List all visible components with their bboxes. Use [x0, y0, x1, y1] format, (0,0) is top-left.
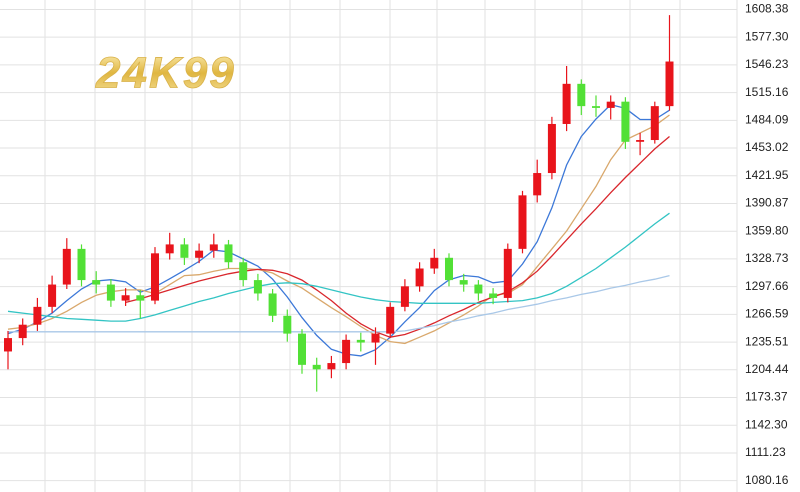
y-tick-label: 1266.59 [745, 307, 789, 321]
candle-body [386, 306, 395, 334]
candle-body [195, 250, 204, 258]
candle-body [606, 101, 615, 108]
candle-body [430, 257, 439, 269]
candle-body [151, 253, 159, 301]
y-tick-label: 1453.02 [745, 140, 789, 154]
candle-body [165, 244, 174, 254]
candle-body [298, 333, 306, 365]
candle-body [33, 306, 42, 325]
candle-body [356, 339, 365, 343]
y-tick-label: 1204.44 [745, 362, 789, 376]
moving-average-line [7, 212, 670, 322]
candle-body [400, 286, 409, 307]
candle-body [224, 244, 233, 263]
plot [4, 15, 674, 392]
candle-body [562, 83, 571, 124]
candle-body [77, 248, 86, 281]
candle-body [283, 315, 292, 334]
candle-body [489, 293, 498, 298]
candle-body [533, 173, 542, 196]
candle-body [592, 106, 600, 108]
candle-body [121, 295, 130, 301]
candle-body [503, 248, 512, 298]
y-tick-label: 1235.51 [745, 334, 789, 348]
y-tick-label: 1421.95 [745, 168, 789, 182]
y-tick-label: 1359.80 [745, 223, 789, 237]
y-tick-label: 1080.16 [745, 473, 789, 487]
candle-body [415, 268, 424, 287]
moving-average-line [7, 103, 670, 357]
y-tick-label: 1515.16 [745, 85, 789, 99]
candle-body [106, 284, 115, 301]
candle-body [327, 363, 336, 370]
candle-body [18, 324, 27, 339]
y-tick-label: 1608.38 [745, 2, 789, 16]
y-tick-label: 1390.87 [745, 196, 789, 210]
candle-body [518, 195, 527, 249]
candle-body [180, 244, 189, 258]
candle-body [48, 284, 57, 307]
candle-body [547, 123, 556, 174]
moving-average-line [125, 136, 670, 338]
watermark: 24K99 [95, 49, 236, 98]
y-tick-label: 1142.30 [745, 417, 788, 431]
candle-body [577, 83, 586, 107]
y-tick-label: 1577.30 [745, 29, 789, 43]
candle-body [62, 248, 71, 285]
candle-body [312, 364, 321, 370]
candle-body [253, 280, 262, 294]
horizontal-grid: 1608.38 1577.30 1546.23 1515.16 1484.09 1453.… [0, 2, 789, 487]
candle-body [650, 106, 659, 141]
candle-body [136, 295, 145, 301]
candle-body [636, 140, 645, 142]
y-tick-label: 1328.73 [745, 251, 789, 265]
y-tick-label: 1173.37 [745, 390, 788, 404]
candle-body [445, 257, 453, 281]
candle-body [474, 284, 483, 294]
candle-body [92, 280, 101, 285]
candle-body [4, 338, 12, 352]
y-tick-label: 1484.09 [745, 112, 789, 126]
candle-body [459, 280, 468, 285]
moving-average-line [7, 114, 670, 345]
y-tick-label: 1297.66 [745, 279, 789, 293]
y-tick-label: 1111.23 [745, 445, 786, 459]
candle-body [371, 333, 380, 343]
y-tick-label: 1546.23 [745, 57, 789, 71]
candle-body [342, 339, 351, 364]
moving-average-line [8, 274, 670, 333]
candle-body [665, 61, 674, 107]
candle-body [621, 101, 630, 142]
candle-body [209, 244, 218, 251]
candle-body [239, 262, 248, 281]
candle-body [268, 293, 277, 316]
